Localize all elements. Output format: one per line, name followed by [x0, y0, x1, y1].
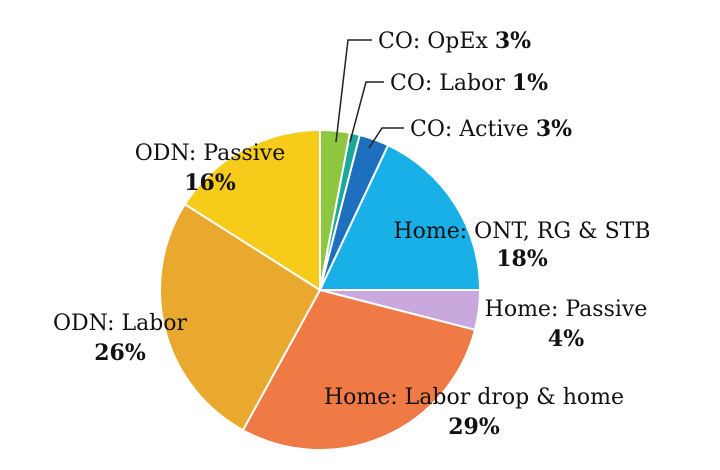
- pct-co-labor: 1%: [512, 70, 548, 96]
- label-home-ont: Home: ONT, RG & STB: [393, 219, 650, 244]
- label-home-passive: Home: Passive: [485, 297, 648, 322]
- label-co-labor: CO: Labor 1%: [390, 70, 548, 96]
- leader-line-co-active: [368, 127, 404, 149]
- label-odn-labor: ODN: Labor: [53, 311, 188, 336]
- pct-odn-passive: 16%: [184, 170, 236, 196]
- leader-line-co-opex: [335, 39, 372, 143]
- leader-line-co-labor: [349, 81, 384, 143]
- pct-co-opex: 3%: [495, 28, 531, 54]
- label-co-opex: CO: OpEx 3%: [378, 28, 531, 54]
- pct-odn-labor: 26%: [94, 340, 146, 366]
- pie-slice-odn-passive: [183, 128, 321, 292]
- label-odn-passive: ODN: Passive: [135, 141, 286, 166]
- pie-slice-odn-labor: [159, 202, 322, 432]
- pct-co-active: 3%: [536, 116, 572, 142]
- pie-slice-home-labor-drop-home: [241, 288, 477, 451]
- pie-slice-home-ont-rg-stb: [318, 143, 482, 291]
- pct-home-ont: 18%: [496, 246, 548, 272]
- pct-home-labor: 29%: [448, 414, 500, 440]
- pie-slices: [159, 128, 482, 451]
- label-co-active: CO: Active 3%: [410, 116, 572, 142]
- pct-home-passive: 4%: [548, 326, 584, 352]
- label-home-labor: Home: Labor drop & home: [324, 385, 624, 410]
